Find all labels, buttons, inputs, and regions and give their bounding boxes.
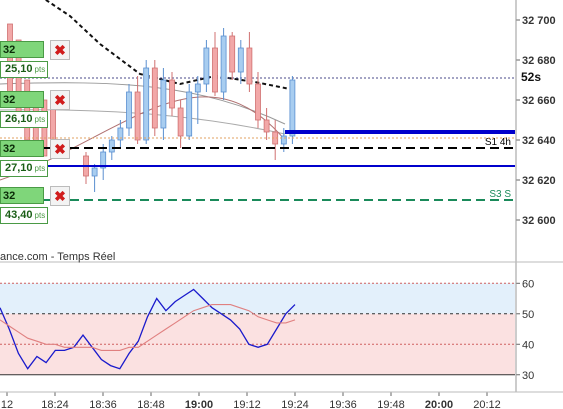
osc-tick-label: 30 [522, 370, 534, 382]
candle-body [143, 67, 150, 141]
oscillator-background [0, 282, 515, 376]
price-tick-label: 32 640 [522, 135, 556, 147]
candle-body [100, 151, 107, 169]
candle-body [91, 167, 98, 177]
candle-timer: 52s [518, 69, 563, 86]
osc-tick-label: 60 [522, 278, 534, 290]
order-points-box: 26,10 pts [0, 111, 48, 128]
time-tick-label: 20:00 [425, 399, 453, 409]
order-points-value: 43,40 [5, 209, 33, 221]
order-points-value: 27,10 [5, 162, 33, 174]
oscillator-lines [0, 288, 296, 370]
oscillator-main-line [0, 288, 296, 370]
oscillator-signal-line [0, 304, 296, 351]
order-points-unit: pts [34, 115, 46, 124]
close-order-icon[interactable]: ✖ [50, 139, 70, 159]
candle-body [212, 47, 218, 93]
price-tick-label: 32 620 [522, 175, 556, 187]
time-tick-label: 20:12 [473, 399, 501, 409]
candle-body [108, 139, 115, 153]
order-points-value: 26,10 [5, 113, 33, 125]
order-price-box[interactable]: 32 645,0 [0, 41, 44, 73]
candle-body [280, 135, 287, 145]
price-tick-label: 32 680 [522, 55, 556, 67]
time-axis: 12 18:24 18:36 18:48 19:00 19:12 19:24 19:36 19:… [1, 392, 501, 409]
candle-body [117, 127, 124, 141]
time-tick-label: 18:36 [89, 399, 117, 409]
time-tick-label: 18:48 [137, 399, 165, 409]
order-points-unit: pts [34, 164, 46, 173]
time-tick-label: 19:12 [233, 399, 261, 409]
order-price-box[interactable]: 32 626,7 [0, 187, 44, 219]
candle-body [255, 83, 261, 121]
candle-body [41, 99, 48, 157]
price-tick-label: 32 700 [522, 15, 556, 27]
candle-body [289, 79, 296, 137]
overbought-zone [0, 283, 515, 314]
close-order-icon[interactable]: ✖ [50, 90, 70, 110]
candle-body [263, 119, 270, 133]
price-panel: S1 4h S3 S 32 600 32 620 32 640 32 660 32 680… [0, 0, 556, 227]
oscillator-axis: 30 40 50 60 [516, 278, 534, 382]
time-tick-label: 18:24 [41, 399, 69, 409]
osc-tick-label: 40 [522, 339, 534, 351]
candle-body [177, 107, 184, 137]
oscillator-panel: 30 40 50 60 [0, 278, 534, 382]
order-points-box: 43,40 pts [0, 207, 48, 224]
time-tick-label: 12 [1, 399, 13, 409]
time-tick-label: 19:00 [185, 399, 213, 409]
candle-body [194, 83, 201, 93]
order-points-unit: pts [34, 65, 46, 74]
candle-body [126, 91, 132, 129]
candle-body [203, 47, 210, 85]
order-points-unit: pts [34, 211, 46, 220]
time-tick-label: 19:48 [377, 399, 405, 409]
order-points-value: 25,10 [5, 63, 33, 75]
dotted-trend-line [44, 0, 296, 91]
order-price-box[interactable]: 32 643,0 [0, 140, 44, 172]
order-points-box: 27,10 pts [0, 160, 48, 177]
candle-body [186, 91, 193, 137]
level-label: S1 4h [485, 137, 511, 148]
candle-body [160, 79, 167, 129]
candle-body [134, 91, 141, 141]
order-points-box: 25,10 pts [0, 61, 48, 78]
price-tick-label: 32 660 [522, 95, 556, 107]
price-axis: 32 600 32 620 32 640 32 660 32 680 32 700 [516, 15, 556, 227]
data-source-label: ance.com - Temps Réel [0, 251, 116, 263]
candle-body [151, 67, 158, 129]
order-price-box[interactable]: 32 644,0 [0, 91, 44, 123]
price-tick-label: 32 600 [522, 215, 556, 227]
candle-body [237, 47, 244, 73]
time-tick-label: 19:36 [329, 399, 357, 409]
support-levels: S1 4h S3 S [0, 130, 515, 201]
close-order-icon[interactable]: ✖ [50, 40, 70, 60]
close-order-icon[interactable]: ✖ [50, 186, 70, 206]
level-label: S3 S [489, 189, 511, 200]
candle-body [246, 47, 253, 85]
candle-body [229, 35, 236, 73]
time-tick-label: 19:24 [281, 399, 309, 409]
candle-body [220, 35, 227, 93]
candle-body [169, 79, 175, 109]
osc-tick-label: 50 [522, 309, 534, 321]
